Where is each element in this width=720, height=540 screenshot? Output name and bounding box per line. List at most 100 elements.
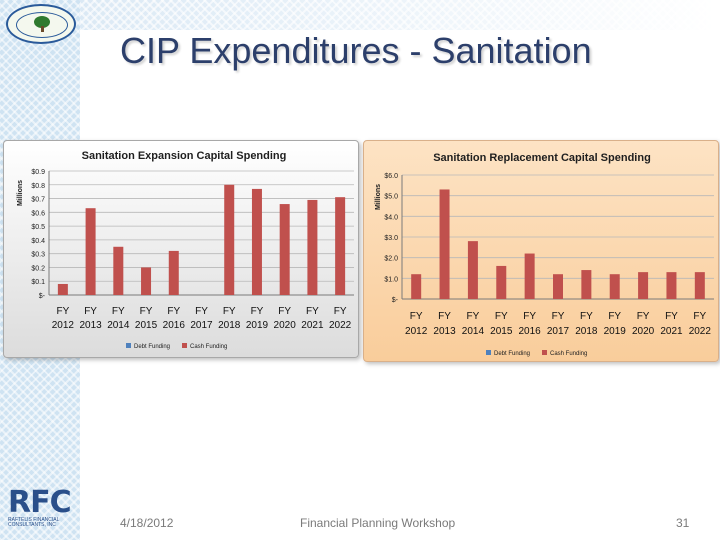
bar-fy-2015 (496, 265, 507, 299)
bar-fy-2020 (279, 204, 290, 295)
bar-fy-2012 (57, 283, 68, 295)
x-tick-label-fy: FY (278, 306, 291, 317)
chart-title: Sanitation Replacement Capital Spending (433, 152, 651, 164)
x-tick-label-year: 2014 (107, 320, 130, 331)
x-tick-label-fy: FY (665, 311, 678, 322)
district-seal-logo (6, 4, 76, 44)
footer-date: 4/18/2012 (120, 516, 174, 530)
bar-fy-2012 (411, 274, 422, 299)
x-tick-label-fy: FY (112, 306, 125, 317)
bar-fy-2019 (251, 188, 262, 295)
y-tick-label: $0.5 (31, 224, 45, 231)
legend-swatch-cash (542, 350, 547, 355)
bar-fy-2020 (638, 272, 649, 299)
legend-label-debt: Debt Funding (494, 351, 530, 357)
slide-title: CIP Expenditures - Sanitation (120, 30, 592, 71)
x-tick-label-fy: FY (552, 311, 565, 322)
x-tick-label-year: 2017 (547, 326, 570, 337)
x-tick-label-year: 2017 (190, 320, 213, 331)
x-tick-label-year: 2021 (301, 320, 324, 331)
x-tick-label-year: 2016 (519, 326, 542, 337)
legend-swatch-debt (126, 343, 131, 348)
bar-fy-2021 (307, 199, 318, 295)
x-tick-label-year: 2013 (79, 320, 102, 331)
legend-label-cash: Cash Funding (550, 351, 587, 357)
y-tick-label: $0.4 (31, 238, 45, 245)
legend-label-debt: Debt Funding (134, 344, 170, 350)
top-decorative-band (80, 0, 720, 30)
bar-fy-2018 (224, 184, 235, 295)
x-tick-label-year: 2022 (689, 326, 712, 337)
x-tick-label-year: 2018 (575, 326, 598, 337)
x-tick-label-fy: FY (56, 306, 69, 317)
seal-tree-icon (34, 16, 50, 28)
bar-fy-2021 (666, 272, 677, 299)
x-tick-label-year: 2013 (433, 326, 456, 337)
x-tick-label-fy: FY (693, 311, 706, 322)
y-tick-label: $0.7 (31, 197, 45, 204)
bar-fy-2022 (694, 272, 705, 299)
y-tick-label: $5.0 (384, 194, 398, 201)
x-tick-label-year: 2021 (660, 326, 683, 337)
y-tick-label: $0.8 (31, 183, 45, 190)
y-tick-label: $- (39, 293, 46, 300)
footer-page-number: 31 (676, 516, 690, 530)
expansion-chart-panel: Sanitation Expansion Capital Spending Mil… (3, 140, 359, 358)
x-tick-label-fy: FY (438, 311, 451, 322)
y-tick-label: $0.3 (31, 252, 45, 259)
replacement-chart: Sanitation Replacement Capital Spending M… (375, 152, 714, 357)
y-tick-label: $1.0 (384, 276, 398, 283)
legend-swatch-cash (182, 343, 187, 348)
bar-fy-2022 (335, 197, 346, 295)
bar-fy-2018 (581, 270, 592, 299)
x-tick-label-fy: FY (334, 306, 347, 317)
y-tick-label: $- (392, 297, 399, 304)
x-tick-label-year: 2015 (135, 320, 158, 331)
y-tick-label: $2.0 (384, 256, 398, 263)
x-tick-label-fy: FY (410, 311, 423, 322)
x-tick-label-fy: FY (195, 306, 208, 317)
bar-fy-2019 (609, 274, 620, 299)
seal-trunk (41, 26, 44, 32)
expansion-chart: Sanitation Expansion Capital Spending Mil… (17, 150, 354, 350)
x-tick-label-year: 2018 (218, 320, 241, 331)
y-tick-label: $0.1 (31, 279, 45, 286)
bar-fy-2017 (553, 274, 563, 299)
x-tick-label-year: 2012 (52, 320, 75, 331)
x-tick-label-year: 2014 (462, 326, 485, 337)
x-tick-label-fy: FY (580, 311, 593, 322)
y-tick-label: $0.6 (31, 210, 45, 217)
x-tick-label-year: 2022 (329, 320, 352, 331)
x-tick-label-fy: FY (140, 306, 153, 317)
legend-swatch-debt (486, 350, 491, 355)
x-tick-label-fy: FY (467, 311, 480, 322)
x-tick-label-fy: FY (251, 306, 264, 317)
x-tick-label-fy: FY (84, 306, 97, 317)
replacement-chart-panel: Sanitation Replacement Capital Spending M… (363, 140, 719, 362)
seal-ring (16, 12, 68, 38)
bar-fy-2013 (85, 208, 96, 295)
x-tick-label-fy: FY (167, 306, 180, 317)
y-tick-label: $0.9 (31, 169, 45, 176)
y-tick-label: $6.0 (384, 173, 398, 180)
x-tick-label-fy: FY (523, 311, 536, 322)
x-tick-label-fy: FY (223, 306, 236, 317)
bar-fy-2013 (439, 189, 450, 299)
legend-label-cash: Cash Funding (190, 344, 227, 350)
x-tick-label-year: 2020 (274, 320, 297, 331)
y-tick-label: $4.0 (384, 214, 398, 221)
bar-fy-2016 (524, 253, 535, 299)
x-tick-label-fy: FY (495, 311, 508, 322)
x-tick-label-fy: FY (637, 311, 650, 322)
x-tick-label-year: 2015 (490, 326, 513, 337)
y-tick-label: $0.2 (31, 265, 45, 272)
x-tick-label-fy: FY (608, 311, 621, 322)
x-tick-label-year: 2020 (632, 326, 655, 337)
x-tick-label-year: 2019 (604, 326, 627, 337)
x-tick-label-year: 2019 (246, 320, 269, 331)
y-axis-label: Millions (17, 180, 24, 206)
bar-fy-2014 (467, 241, 478, 299)
footer-event: Financial Planning Workshop (300, 516, 456, 530)
bar-fy-2014 (113, 246, 124, 295)
rfc-logo: RFC RAFTELIS FINANCIAL CONSULTANTS, INC (8, 488, 72, 530)
